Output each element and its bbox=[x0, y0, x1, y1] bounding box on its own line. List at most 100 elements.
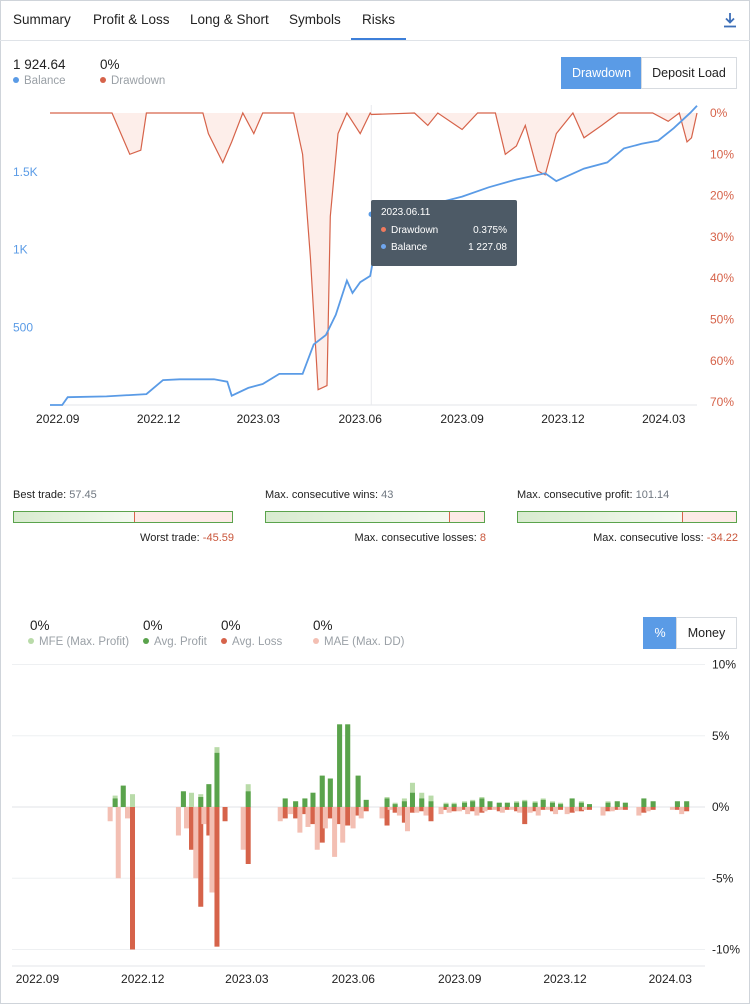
y-tick-label: 5% bbox=[712, 729, 730, 743]
x-tick-label: 2023.06 bbox=[332, 972, 376, 986]
mae-bar bbox=[491, 807, 497, 810]
avg-loss-bar bbox=[487, 807, 493, 810]
max-consecutive-wins-caption: Max. consecutive wins: bbox=[265, 489, 379, 501]
mae-legend-dot bbox=[313, 637, 319, 644]
avg-loss-bar bbox=[578, 807, 584, 812]
mae-bar bbox=[544, 807, 550, 810]
percent-toggle-button[interactable]: % bbox=[643, 617, 677, 649]
mae-bar bbox=[340, 807, 346, 843]
max-consecutive-losses-value: 8 bbox=[479, 532, 486, 544]
mae-bar bbox=[457, 807, 463, 812]
y-right-tick-label: 70% bbox=[710, 395, 734, 409]
mae-bar bbox=[209, 807, 215, 893]
avg-loss-bar bbox=[310, 807, 316, 825]
tab-long-short[interactable]: Long & Short bbox=[190, 12, 269, 27]
avg-loss-bar bbox=[419, 807, 425, 812]
avg-profit-bar bbox=[674, 801, 680, 807]
avg-loss-bar bbox=[569, 807, 575, 813]
best-trade-value: 57.45 bbox=[69, 489, 97, 501]
mae-bar bbox=[465, 807, 471, 815]
tab-symbols[interactable]: Symbols bbox=[289, 12, 341, 27]
avg-loss-bar bbox=[549, 807, 555, 812]
deposit-load-toggle-button[interactable]: Deposit Load bbox=[641, 57, 737, 89]
money-toggle-button[interactable]: Money bbox=[676, 617, 737, 649]
x-tick-label: 2022.09 bbox=[36, 412, 80, 426]
avg-profit-bar bbox=[384, 798, 390, 807]
avg-profit-bar bbox=[622, 802, 628, 807]
avg-profit-bar bbox=[479, 798, 485, 807]
avg-loss-bar bbox=[293, 807, 299, 819]
avg-profit-bar bbox=[337, 724, 343, 807]
mae-bar bbox=[600, 807, 606, 816]
worst-trade-value: -45.59 bbox=[202, 532, 234, 544]
avg-loss-bar bbox=[282, 807, 288, 819]
mfe-legend-dot bbox=[28, 637, 34, 644]
avg-profit-bar bbox=[419, 798, 425, 807]
drawdown-line bbox=[50, 111, 698, 391]
wins-bar-fill bbox=[266, 512, 450, 522]
mae-bar bbox=[553, 807, 559, 815]
avg-loss-bar bbox=[605, 807, 611, 812]
x-tick-label: 2023.03 bbox=[237, 412, 281, 426]
avg-profit-bar bbox=[514, 802, 520, 807]
avg-profit-bar bbox=[282, 798, 288, 807]
avg-profit-bar bbox=[462, 802, 468, 807]
y-right-tick-label: 30% bbox=[710, 230, 734, 244]
tab-summary[interactable]: Summary bbox=[13, 12, 71, 27]
max-consecutive-loss-value: -34.22 bbox=[706, 532, 738, 544]
tooltip-balance-label: Balance bbox=[391, 242, 428, 253]
mae-bar bbox=[305, 807, 311, 827]
x-tick-label: 2024.03 bbox=[649, 972, 693, 986]
avg-loss-bar bbox=[586, 807, 592, 810]
tooltip-drawdown-value: 0.375% bbox=[473, 225, 507, 236]
avg-profit-bar bbox=[549, 802, 555, 807]
avg-profit-bar bbox=[180, 791, 186, 807]
avg-loss-bar bbox=[496, 807, 502, 812]
best-trade-caption: Best trade: bbox=[13, 489, 67, 501]
avg-profit-bar bbox=[540, 799, 546, 807]
x-tick-label: 2024.03 bbox=[642, 412, 686, 426]
best-worst-bar bbox=[13, 511, 233, 523]
mae-bar bbox=[240, 807, 246, 850]
x-tick-label: 2022.12 bbox=[121, 972, 165, 986]
avg-profit-bar bbox=[120, 785, 126, 807]
balance-line bbox=[50, 105, 698, 406]
mae-bar bbox=[404, 807, 410, 832]
chart-tooltip: 2023.06.11 Drawdown 0.375% Balance 1 227… bbox=[371, 200, 517, 266]
mae-bar bbox=[201, 807, 207, 825]
avg-loss-bar bbox=[130, 807, 136, 950]
drawdown-value: 0% bbox=[100, 57, 120, 72]
tooltip-balance-value: 1 227.08 bbox=[468, 242, 507, 253]
tab-risks[interactable]: Risks bbox=[351, 0, 406, 40]
avg-loss-legend-dot bbox=[221, 637, 227, 644]
avg-loss-bar bbox=[245, 807, 251, 864]
avg-loss-bar bbox=[345, 807, 351, 826]
tab-bar: Summary Profit & Loss Long & Short Symbo… bbox=[0, 0, 750, 41]
avg-loss-bar bbox=[206, 807, 212, 836]
tab-profit-loss[interactable]: Profit & Loss bbox=[93, 12, 170, 27]
avg-loss-bar bbox=[327, 807, 333, 819]
avg-profit-bar bbox=[605, 802, 611, 807]
avg-loss-bar bbox=[532, 807, 538, 812]
avg-loss-bar bbox=[522, 807, 528, 825]
y-left-tick-label: 500 bbox=[13, 320, 33, 334]
drawdown-stat: 0% Drawdown bbox=[100, 57, 165, 87]
avg-profit-bar bbox=[532, 802, 538, 807]
mfe-stat: 0% MFE (Max. Profit) bbox=[28, 618, 129, 648]
mfe-mae-chart[interactable]: 10% 5% 0% -5% -10% 2022.09 2022.12 2023.03 2023.… bbox=[0, 655, 750, 995]
y-right-tick-label: 50% bbox=[710, 313, 734, 327]
drawdown-toggle-button[interactable]: Drawdown bbox=[561, 57, 642, 89]
mae-bar bbox=[379, 807, 385, 819]
avg-loss-bar bbox=[355, 807, 361, 816]
avg-profit-bar bbox=[558, 804, 564, 807]
x-tick-label: 2023.12 bbox=[541, 412, 585, 426]
mae-bar bbox=[482, 807, 488, 812]
x-tick-label: 2023.12 bbox=[543, 972, 587, 986]
mae-bar bbox=[609, 807, 615, 812]
balance-drawdown-chart[interactable]: 2022.09 2022.12 2023.03 2023.06 2023.09 2023.… bbox=[0, 95, 750, 435]
download-icon[interactable] bbox=[722, 12, 738, 28]
avg-loss-bar bbox=[443, 807, 449, 810]
max-consecutive-wins-value: 43 bbox=[381, 489, 394, 501]
profit-loss-bar bbox=[517, 511, 737, 523]
avg-loss-bar bbox=[614, 807, 620, 810]
